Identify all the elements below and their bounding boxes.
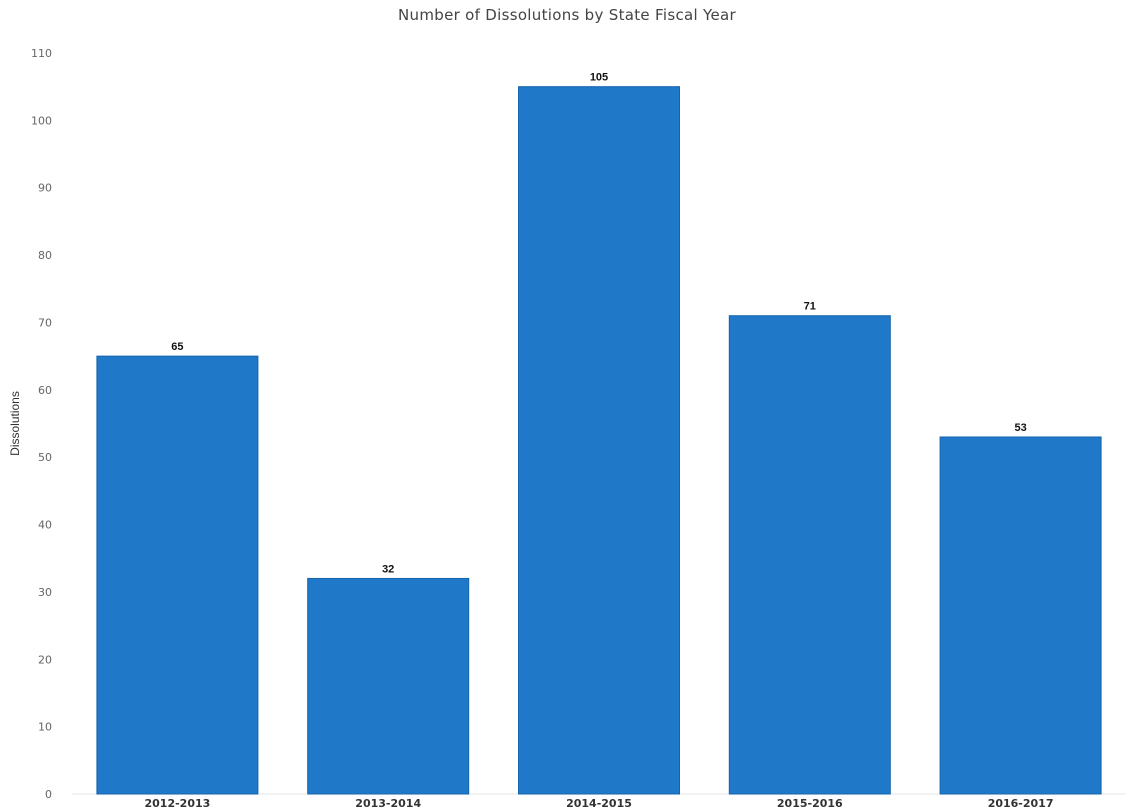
y-axis-label: Dissolutions [8,391,22,456]
bar-value-label: 105 [590,72,608,84]
y-tick-label: 70 [38,316,52,329]
y-tick-label: 40 [38,519,52,532]
x-category-label: 2014-2015 [566,797,632,810]
bar [96,355,259,795]
y-tick-label: 20 [38,653,52,666]
y-tick-label: 0 [45,788,52,801]
bar [728,315,891,795]
bar-value-label: 65 [171,341,183,353]
bar [939,436,1102,795]
y-tick-label: 100 [31,114,52,127]
bar [518,86,680,795]
x-category-label: 2016-2017 [988,797,1054,810]
bar-value-label: 32 [382,563,394,575]
y-tick-label: 110 [31,47,52,60]
y-tick-label: 30 [38,586,52,599]
x-category-label: 2013-2014 [355,797,421,810]
y-tick-label: 80 [38,249,52,262]
bar-value-label: 71 [804,301,816,313]
y-tick-label: 50 [38,451,52,464]
x-category-label: 2012-2013 [145,797,211,810]
y-tick-label: 60 [38,384,52,397]
y-tick-label: 90 [38,182,52,195]
bar [307,577,470,795]
bar-value-label: 53 [1014,422,1026,434]
x-category-label: 2015-2016 [777,797,843,810]
y-tick-label: 10 [38,721,52,734]
chart-title: Number of Dissolutions by State Fiscal Y… [398,6,736,24]
